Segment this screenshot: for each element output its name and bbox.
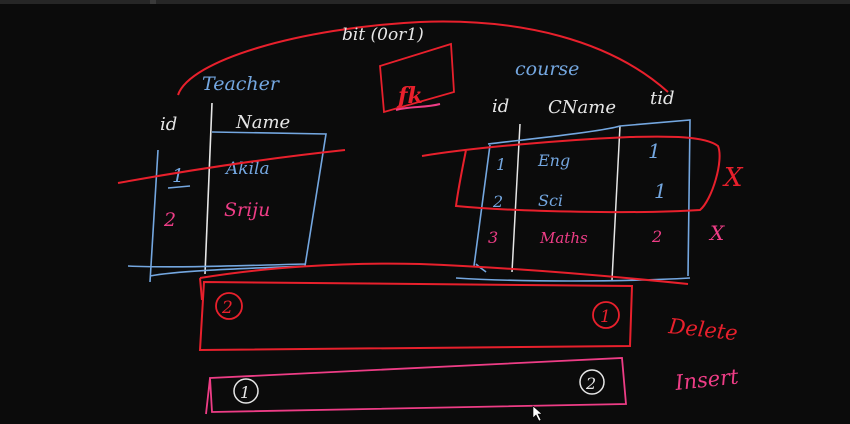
teacher-row-1-strike [117, 149, 346, 184]
teacher-title: Teacher [202, 73, 281, 95]
course-row-3-id: 3 [488, 228, 498, 247]
teacher-row-1-underline [167, 185, 191, 189]
course-row-3-tid: 2 [651, 227, 662, 246]
insert-left-circle [233, 378, 259, 404]
fk-underline [395, 103, 441, 111]
course-row-1-cname: Eng [537, 151, 570, 170]
teacher-column-divider [204, 102, 213, 275]
insert-right-marker: 2 [585, 374, 596, 393]
delete-right-marker: 1 [600, 307, 611, 327]
insert-right-circle [579, 369, 605, 395]
delete-right-circle [592, 301, 620, 329]
course-rows-highlight-loop [421, 135, 721, 214]
course-header-id: id [492, 96, 509, 117]
course-title: course [515, 58, 579, 80]
insert-box [205, 357, 627, 415]
teacher-row-2-name: Sriju [224, 199, 270, 221]
course-header-tid: tid [650, 88, 675, 109]
course-row-2-cname: Sci [538, 191, 563, 210]
insert-left-marker: 1 [240, 383, 250, 402]
course-row-1-tid: 1 [648, 139, 661, 163]
mouse-pointer-icon [532, 405, 543, 422]
course-row-2-id: 2 [492, 192, 503, 211]
course-column-dividers [511, 123, 621, 281]
delete-left-marker: 2 [221, 298, 233, 318]
row-mark-x-1: X [722, 163, 744, 193]
bit-label: bit (0or1) [342, 25, 424, 45]
course-row-3-cname: Maths [539, 229, 588, 247]
teacher-header-name: Name [235, 112, 290, 133]
delete-left-circle [215, 292, 243, 320]
row-mark-x-2: X [708, 221, 725, 245]
insert-label: Insert [673, 364, 740, 395]
fk-label: fk [396, 83, 423, 109]
course-row-2-tid: 1 [654, 179, 667, 203]
delete-box [198, 280, 634, 352]
teacher-header-id: id [160, 114, 177, 135]
course-table-frame [455, 119, 691, 282]
course-row-1-id: 1 [496, 155, 506, 174]
delete-label: Delete [666, 314, 738, 345]
teacher-row-2-id: 2 [163, 209, 176, 231]
fk-box [379, 42, 455, 114]
window-top-strip [0, 0, 850, 4]
teacher-row-1-id: 1 [172, 165, 184, 187]
connector-bracket [199, 262, 689, 301]
course-header-cname: CName [548, 97, 616, 118]
relationship-arc [177, 20, 669, 96]
